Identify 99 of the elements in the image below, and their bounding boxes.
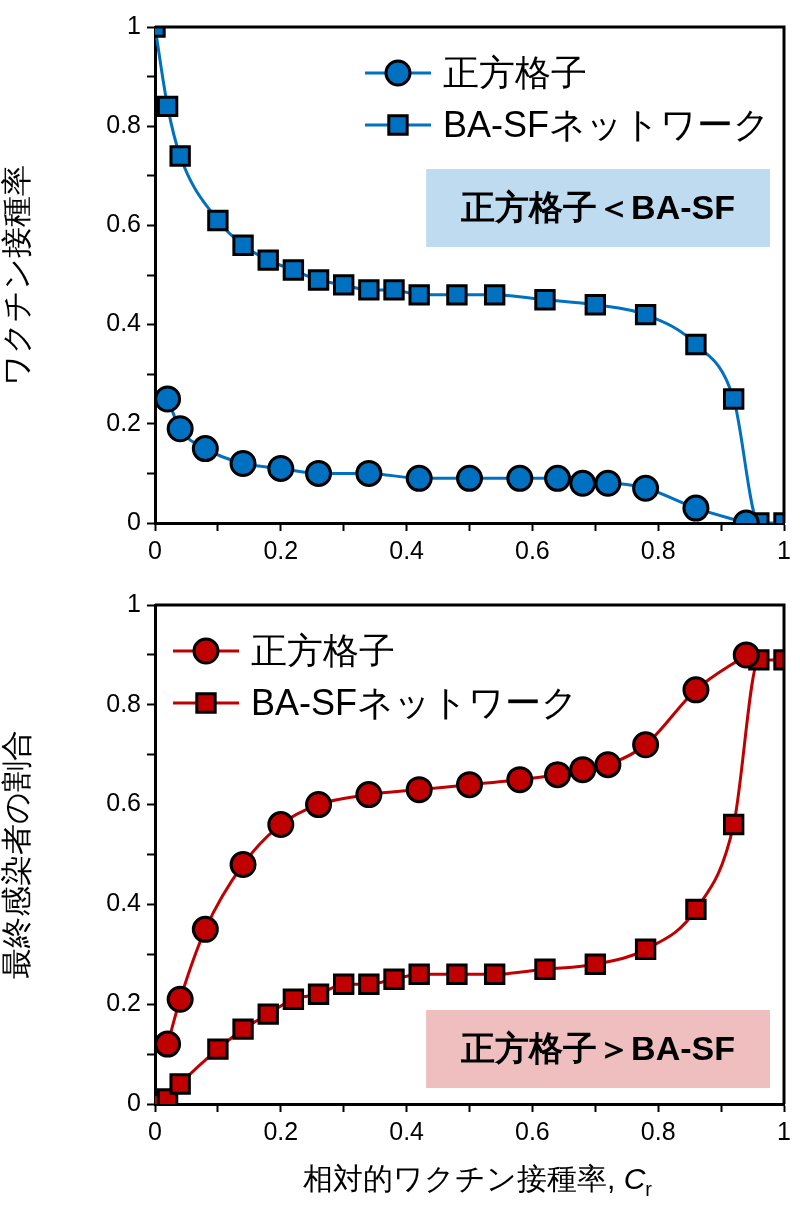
point: [305, 459, 333, 487]
y-tick-label: 0.4: [106, 888, 142, 917]
point: [232, 234, 254, 256]
point: [257, 1003, 279, 1025]
point: [155, 1030, 182, 1058]
point: [355, 459, 383, 487]
point: [267, 811, 295, 839]
point: [544, 761, 572, 789]
legend-label: BA-SFネットワーク: [442, 103, 770, 145]
point: [722, 813, 745, 836]
point: [257, 249, 279, 271]
point: [569, 469, 597, 497]
point: [267, 454, 295, 482]
point: [232, 1018, 254, 1040]
y-axis-title: 最終感染者の割合: [0, 730, 35, 979]
point: [594, 751, 622, 779]
point: [569, 756, 597, 784]
x-tick-label: 0: [148, 535, 162, 564]
point: [166, 415, 194, 443]
point: [634, 938, 657, 960]
annotation: 正方格子＞BA-SF: [460, 1029, 736, 1068]
point: [282, 988, 305, 1010]
x-axis-title: 相対的ワクチン接種率, C$_{r}$: [302, 1161, 653, 1202]
point: [229, 850, 257, 878]
point: [732, 641, 760, 669]
y-tick-label: 0: [127, 506, 141, 535]
point: [383, 279, 405, 301]
y-axis-title: ワクチン接種率: [0, 164, 35, 386]
x-tick-label: 0.2: [263, 1116, 299, 1145]
x-tick-label: 1: [777, 1116, 791, 1145]
point: [632, 731, 660, 759]
point: [483, 284, 506, 306]
point: [207, 209, 229, 232]
point: [506, 766, 534, 794]
point: [191, 915, 219, 943]
point: [594, 469, 622, 497]
point: [405, 464, 433, 492]
point: [191, 435, 219, 463]
point: [483, 963, 506, 985]
x-tick-label: 0.8: [640, 535, 676, 564]
point: [383, 968, 405, 990]
x-tick-label: 0.4: [389, 535, 425, 564]
point: [634, 303, 657, 326]
legend-label: BA-SFネットワーク: [251, 681, 579, 723]
x-tick-label: 0.8: [640, 1116, 676, 1145]
y-tick-label: 0.2: [106, 407, 141, 436]
point: [405, 776, 433, 804]
point: [685, 898, 707, 921]
x-tick-label: 0.4: [389, 1116, 425, 1145]
y-tick-label: 0.4: [106, 308, 142, 337]
point: [282, 259, 305, 281]
point: [333, 274, 355, 296]
point: [155, 385, 182, 413]
point: [355, 781, 383, 809]
point: [446, 284, 468, 306]
x-tick-label: 0.2: [263, 535, 299, 564]
point: [506, 464, 534, 492]
point: [682, 494, 710, 522]
point: [456, 771, 483, 799]
y-tick-label: 1: [127, 10, 141, 39]
legend-label: 正方格子: [251, 629, 395, 671]
x-tick-label: 1: [777, 535, 791, 564]
point: [307, 983, 330, 1005]
point: [632, 474, 660, 502]
x-tick-label: 0: [148, 1116, 162, 1145]
y-tick-label: 0.2: [106, 988, 141, 1017]
annotation: 正方格子＜BA-SF: [460, 188, 736, 227]
y-tick-label: 0.6: [106, 209, 141, 238]
point: [305, 791, 333, 819]
point: [446, 963, 468, 985]
y-tick-label: 0.8: [106, 110, 141, 139]
x-tick-label: 0.6: [515, 1116, 550, 1145]
point: [169, 145, 191, 167]
point: [534, 289, 556, 311]
point: [408, 963, 430, 985]
point: [408, 284, 430, 306]
point: [307, 269, 330, 291]
point: [685, 333, 707, 356]
point: [333, 973, 355, 995]
point: [456, 464, 483, 492]
point: [166, 985, 194, 1013]
point: [534, 958, 556, 980]
point: [584, 953, 606, 975]
point: [358, 279, 380, 301]
point: [584, 294, 606, 316]
point: [682, 676, 710, 704]
point: [358, 973, 380, 995]
point: [544, 464, 572, 492]
point: [207, 1038, 229, 1060]
y-tick-label: 0: [127, 1087, 141, 1116]
point: [169, 1073, 191, 1095]
point: [722, 388, 745, 410]
point: [229, 449, 257, 477]
y-tick-label: 0.6: [106, 788, 141, 817]
legend-label: 正方格子: [442, 51, 587, 93]
y-tick-label: 0.8: [106, 688, 141, 717]
point: [156, 95, 179, 118]
x-tick-label: 0.6: [515, 535, 550, 564]
y-tick-label: 1: [127, 588, 141, 617]
